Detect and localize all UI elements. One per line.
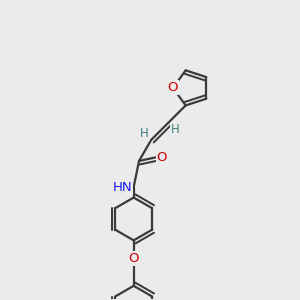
Text: HN: HN — [112, 181, 132, 194]
Text: O: O — [168, 81, 178, 94]
Text: O: O — [128, 252, 139, 265]
Text: H: H — [171, 123, 179, 136]
Text: O: O — [157, 151, 167, 164]
Text: H: H — [140, 127, 149, 140]
